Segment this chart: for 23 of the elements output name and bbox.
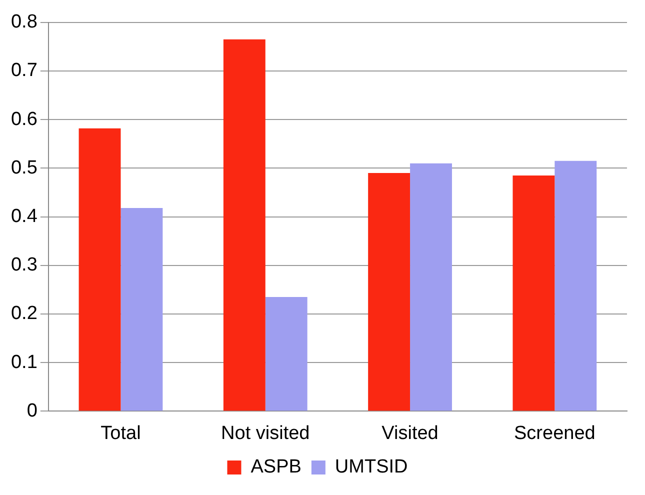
legend-label: UMTSID bbox=[334, 456, 408, 478]
legend-label: ASPB bbox=[250, 456, 302, 478]
y-tick-label: 0.6 bbox=[10, 108, 38, 130]
bar bbox=[120, 208, 163, 411]
x-tick-label: Screened bbox=[514, 422, 596, 444]
x-tick-label: Not visited bbox=[221, 422, 310, 444]
y-tick-label: 0.8 bbox=[10, 12, 38, 33]
y-tick-label: 0.3 bbox=[10, 254, 38, 276]
bar bbox=[512, 175, 555, 411]
x-tick-label: Visited bbox=[382, 422, 438, 444]
bar bbox=[554, 160, 597, 411]
y-tick-label: 0.7 bbox=[10, 60, 38, 82]
y-tick-label: 0.2 bbox=[10, 303, 38, 324]
bar bbox=[78, 128, 121, 411]
y-tick-label: 0.5 bbox=[10, 157, 38, 178]
bar bbox=[368, 173, 410, 411]
x-tick-label: Total bbox=[100, 422, 141, 444]
bar bbox=[410, 163, 452, 411]
y-tick-label: 0.4 bbox=[10, 206, 38, 228]
bar bbox=[265, 296, 308, 411]
y-tick-label: 0 bbox=[26, 400, 38, 422]
bar bbox=[223, 39, 266, 411]
y-tick-label: 0.1 bbox=[10, 352, 38, 373]
